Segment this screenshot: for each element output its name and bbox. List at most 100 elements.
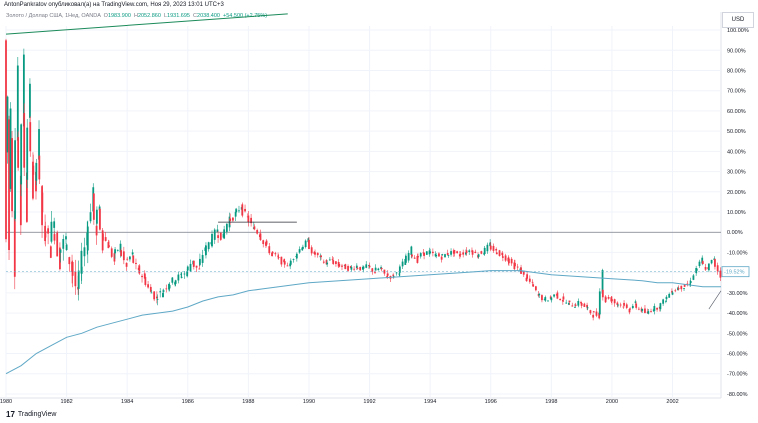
candle-body bbox=[355, 265, 358, 269]
y-tick-label: 80.00% bbox=[727, 68, 746, 74]
candle-body bbox=[131, 252, 134, 255]
candle-body bbox=[238, 210, 240, 212]
candle-body bbox=[280, 256, 283, 265]
candle-body bbox=[683, 288, 685, 289]
candle-body bbox=[401, 261, 404, 267]
candle-body bbox=[489, 242, 492, 246]
candle-body bbox=[234, 211, 237, 217]
candle-body bbox=[559, 298, 562, 301]
candle-body bbox=[441, 254, 444, 255]
candle-body bbox=[19, 175, 22, 226]
candle-body bbox=[207, 242, 210, 250]
symbol-name[interactable]: Золото / Доллар США, 1Нед, OANDA bbox=[6, 13, 101, 19]
candle-body bbox=[604, 297, 607, 300]
currency-button[interactable]: USD bbox=[722, 12, 754, 28]
candle-body bbox=[631, 305, 634, 309]
candle-body bbox=[465, 252, 467, 255]
candle-body bbox=[98, 206, 101, 211]
candle-body bbox=[308, 239, 310, 249]
x-tick-label: 1990 bbox=[303, 399, 315, 405]
candle-body bbox=[219, 232, 222, 240]
candle-body bbox=[122, 251, 125, 261]
candle-body bbox=[468, 250, 471, 253]
x-tick-label: 1986 bbox=[182, 399, 194, 405]
candle-body bbox=[38, 129, 40, 160]
candle-body bbox=[59, 247, 61, 270]
candle-body bbox=[680, 285, 683, 290]
candle-body bbox=[629, 308, 632, 310]
candle-body bbox=[338, 263, 341, 267]
candle-body bbox=[532, 284, 535, 287]
candle-body bbox=[498, 250, 501, 256]
candle-body bbox=[664, 300, 667, 302]
candle-body bbox=[431, 251, 434, 254]
candle-body bbox=[677, 288, 680, 290]
x-tick-label: 1992 bbox=[363, 399, 375, 405]
candle-body bbox=[516, 266, 519, 268]
candle-body bbox=[544, 297, 547, 301]
candle-body bbox=[595, 311, 598, 316]
candle-body bbox=[704, 266, 707, 270]
candle-body bbox=[162, 292, 164, 298]
candle-body bbox=[320, 255, 322, 258]
candle-body bbox=[574, 307, 576, 308]
candle-body bbox=[198, 258, 201, 265]
y-tick-label: -50.00% bbox=[727, 331, 748, 337]
candle-body bbox=[350, 267, 353, 270]
candle-body bbox=[49, 246, 52, 258]
candle-body bbox=[292, 259, 295, 260]
candle-body bbox=[13, 210, 16, 277]
candle-body bbox=[56, 232, 59, 257]
candle-body bbox=[14, 140, 16, 219]
x-tick-label: 2000 bbox=[606, 399, 618, 405]
x-tick-label: 1982 bbox=[60, 399, 72, 405]
candle-body bbox=[125, 262, 128, 267]
candle-body bbox=[446, 253, 449, 256]
candle-body bbox=[129, 256, 131, 260]
candle-body bbox=[522, 270, 525, 275]
candle-body bbox=[616, 302, 619, 305]
candle-body bbox=[689, 281, 692, 284]
candle-body bbox=[347, 266, 349, 271]
candle-body bbox=[438, 253, 440, 257]
candle-body bbox=[453, 250, 456, 254]
y-tick-label: 50.00% bbox=[727, 129, 746, 135]
candle-body bbox=[110, 248, 113, 257]
candle-body bbox=[586, 307, 589, 309]
candle-body bbox=[568, 303, 570, 305]
candle-body bbox=[29, 83, 31, 118]
candle-body bbox=[641, 308, 644, 311]
candle-body bbox=[574, 304, 577, 306]
candle-body bbox=[159, 291, 162, 293]
candle-body bbox=[241, 204, 244, 216]
candle-body bbox=[95, 225, 98, 236]
candle-body bbox=[374, 267, 377, 271]
candle-body bbox=[17, 137, 20, 168]
x-tick-label: 1998 bbox=[545, 399, 557, 405]
candle-body bbox=[701, 257, 704, 264]
candle-body bbox=[168, 284, 171, 289]
candle-body bbox=[26, 127, 29, 180]
candle-body bbox=[474, 251, 477, 254]
candle-body bbox=[674, 290, 677, 292]
candle-body bbox=[525, 277, 528, 281]
candle-body bbox=[41, 192, 44, 213]
candle-body bbox=[534, 286, 537, 291]
candle-body bbox=[425, 251, 428, 255]
candle-body bbox=[316, 252, 319, 256]
candle-body bbox=[683, 284, 686, 287]
candle-body bbox=[119, 243, 122, 253]
candle-body bbox=[16, 65, 19, 141]
candle-body bbox=[531, 281, 534, 283]
candle-body bbox=[565, 302, 568, 304]
candle-body bbox=[359, 266, 362, 271]
candle-body bbox=[153, 291, 156, 300]
candle-body bbox=[108, 245, 110, 247]
candle-body bbox=[459, 253, 462, 255]
candle-body bbox=[80, 266, 83, 274]
candle-body bbox=[50, 221, 53, 242]
y-tick-label: 30.00% bbox=[727, 170, 746, 176]
candle-body bbox=[644, 308, 646, 313]
candle-body bbox=[365, 264, 368, 268]
